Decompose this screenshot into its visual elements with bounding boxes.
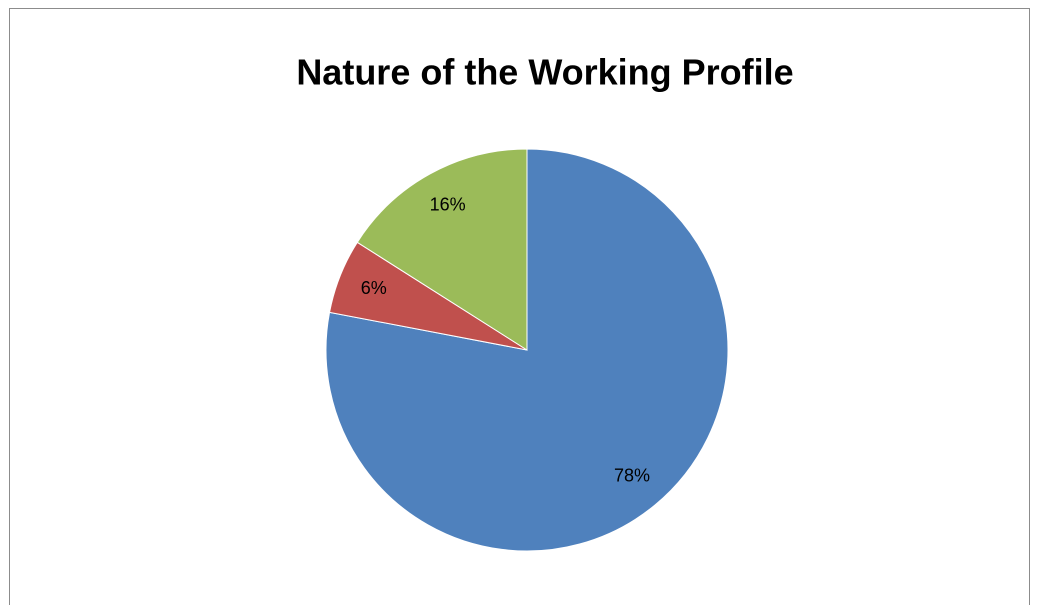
- slice-label: 16%: [430, 194, 466, 214]
- slice-label: 78%: [614, 466, 650, 486]
- chart-border: [9, 8, 1030, 605]
- chart-title: Nature of the Working Profile: [296, 52, 793, 93]
- pie-slice: [356, 148, 528, 351]
- slice-label: 6%: [361, 278, 387, 298]
